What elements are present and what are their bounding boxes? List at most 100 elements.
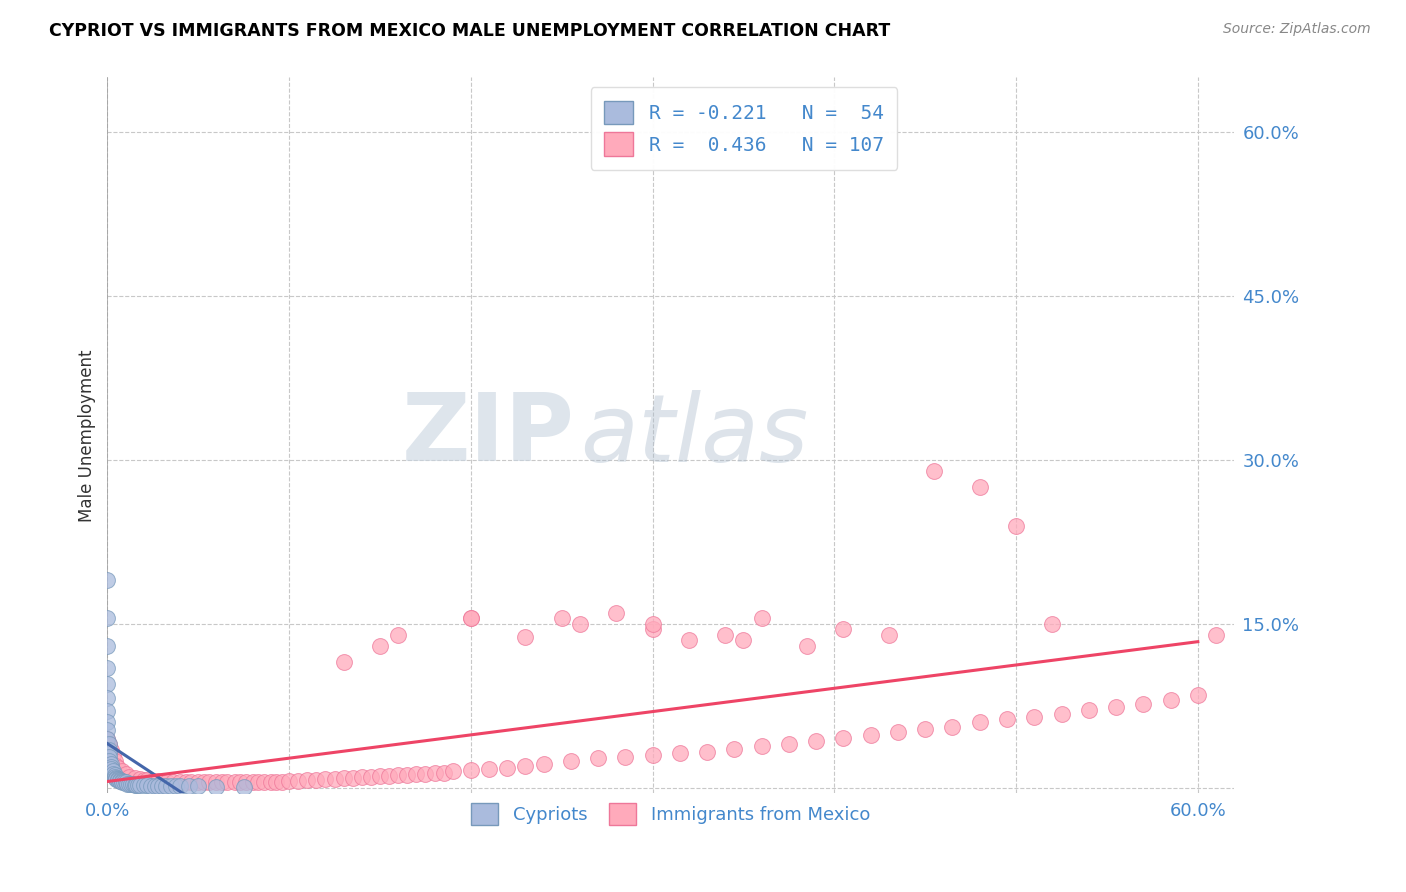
Point bbox=[96, 639, 118, 653]
Point bbox=[832, 623, 855, 637]
Point bbox=[156, 775, 179, 789]
Point bbox=[478, 762, 501, 776]
Point bbox=[217, 775, 239, 789]
Point bbox=[242, 775, 264, 789]
Point bbox=[100, 762, 122, 776]
Point bbox=[723, 741, 745, 756]
Point bbox=[96, 723, 118, 737]
Point bbox=[941, 720, 963, 734]
Point bbox=[155, 779, 177, 793]
Point bbox=[96, 677, 118, 691]
Point bbox=[105, 772, 128, 786]
Point bbox=[100, 742, 122, 756]
Point bbox=[111, 764, 134, 779]
Point bbox=[332, 771, 354, 785]
Point bbox=[323, 772, 346, 786]
Point bbox=[614, 750, 637, 764]
Point bbox=[96, 715, 118, 730]
Point bbox=[350, 770, 373, 784]
Point bbox=[107, 773, 129, 788]
Point bbox=[96, 705, 118, 719]
Point bbox=[98, 737, 121, 751]
Point bbox=[332, 655, 354, 669]
Point bbox=[360, 770, 382, 784]
Point bbox=[127, 778, 149, 792]
Point bbox=[104, 754, 127, 768]
Point bbox=[124, 771, 146, 785]
Point bbox=[253, 775, 276, 789]
Point bbox=[150, 775, 173, 789]
Point bbox=[111, 775, 134, 789]
Point bbox=[260, 775, 283, 789]
Point bbox=[460, 764, 482, 778]
Point bbox=[180, 775, 202, 789]
Point bbox=[118, 770, 141, 784]
Point bbox=[229, 775, 252, 789]
Point bbox=[287, 774, 309, 789]
Point bbox=[460, 611, 482, 625]
Point bbox=[533, 756, 555, 771]
Point bbox=[107, 761, 129, 775]
Point bbox=[120, 776, 142, 790]
Point bbox=[100, 756, 122, 771]
Point bbox=[678, 633, 700, 648]
Point bbox=[232, 780, 254, 794]
Point bbox=[605, 606, 627, 620]
Point bbox=[117, 776, 139, 790]
Point bbox=[751, 739, 773, 754]
Point bbox=[105, 759, 128, 773]
Point bbox=[641, 748, 664, 763]
Point bbox=[132, 773, 155, 788]
Point bbox=[142, 774, 165, 789]
Point bbox=[278, 774, 301, 789]
Point bbox=[111, 774, 134, 789]
Point bbox=[174, 775, 197, 789]
Point bbox=[205, 780, 228, 794]
Point bbox=[112, 775, 135, 789]
Point bbox=[96, 691, 118, 706]
Point bbox=[995, 712, 1018, 726]
Point bbox=[247, 775, 270, 789]
Point bbox=[114, 775, 136, 789]
Point bbox=[1077, 703, 1099, 717]
Point bbox=[1024, 710, 1046, 724]
Point bbox=[139, 779, 162, 793]
Point bbox=[169, 775, 191, 789]
Point bbox=[1132, 697, 1154, 711]
Point bbox=[96, 731, 118, 746]
Point bbox=[368, 769, 391, 783]
Point bbox=[101, 766, 124, 780]
Point bbox=[1005, 518, 1028, 533]
Point bbox=[96, 573, 118, 587]
Point bbox=[305, 773, 328, 788]
Y-axis label: Male Unemployment: Male Unemployment bbox=[79, 349, 96, 522]
Point bbox=[733, 633, 755, 648]
Point bbox=[460, 611, 482, 625]
Point bbox=[969, 480, 991, 494]
Point bbox=[832, 731, 855, 745]
Point bbox=[98, 754, 121, 768]
Point bbox=[124, 778, 146, 792]
Point bbox=[129, 772, 152, 786]
Point bbox=[125, 778, 148, 792]
Point bbox=[266, 775, 288, 789]
Point bbox=[914, 722, 936, 736]
Point bbox=[969, 715, 991, 730]
Point bbox=[193, 775, 215, 789]
Point bbox=[118, 776, 141, 790]
Point bbox=[396, 768, 419, 782]
Point bbox=[415, 766, 437, 780]
Point bbox=[441, 764, 464, 779]
Point bbox=[187, 775, 209, 789]
Point bbox=[496, 761, 519, 775]
Point bbox=[1042, 616, 1064, 631]
Point bbox=[101, 748, 124, 763]
Point bbox=[98, 750, 121, 764]
Point bbox=[669, 746, 692, 760]
Text: CYPRIOT VS IMMIGRANTS FROM MEXICO MALE UNEMPLOYMENT CORRELATION CHART: CYPRIOT VS IMMIGRANTS FROM MEXICO MALE U… bbox=[49, 22, 890, 40]
Point bbox=[568, 616, 591, 631]
Point bbox=[387, 628, 409, 642]
Point bbox=[641, 623, 664, 637]
Point bbox=[560, 754, 582, 768]
Point bbox=[108, 774, 131, 789]
